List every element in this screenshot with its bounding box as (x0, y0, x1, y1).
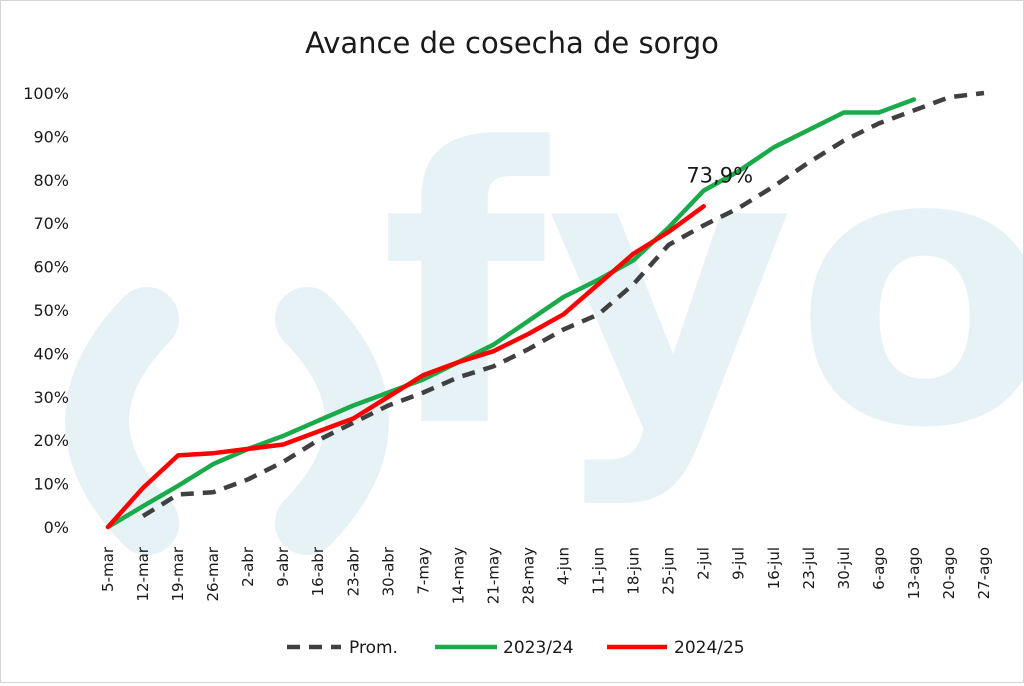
x-tick-label: 13-ago (905, 547, 923, 599)
chart-title: Avance de cosecha de sorgo (305, 26, 719, 60)
watermark-right-paren (275, 287, 389, 555)
x-tick-label: 7-may (414, 547, 432, 595)
y-tick-label: 100% (23, 84, 69, 103)
x-tick-label: 16-jul (765, 547, 783, 589)
x-tick-label: 20-ago (940, 547, 958, 599)
x-tick-label: 19-mar (169, 546, 187, 601)
y-tick-label: 10% (33, 475, 69, 494)
x-tick-label: 6-ago (870, 547, 888, 590)
x-tick-label: 2-jul (695, 547, 713, 580)
watermark-left-paren (65, 287, 179, 555)
y-tick-label: 20% (33, 431, 69, 450)
x-tick-label: 23-abr (344, 546, 362, 596)
y-tick-label: 30% (33, 388, 69, 407)
y-tick-label: 80% (33, 171, 69, 190)
x-tick-label: 18-jun (625, 547, 643, 595)
y-tick-label: 70% (33, 214, 69, 233)
x-tick-label: 25-jun (660, 547, 678, 595)
y-tick-label: 90% (33, 127, 69, 146)
x-tick-label: 30-abr (379, 546, 397, 596)
y-tick-label: 50% (33, 301, 69, 320)
x-tick-label: 27-ago (975, 547, 993, 599)
legend-label: 2023/24 (503, 638, 574, 658)
annotation-label: 73,9% (686, 163, 753, 187)
x-tick-label: 21-may (484, 547, 502, 604)
y-tick-label: 60% (33, 258, 69, 277)
x-tick-label: 9-jul (730, 547, 748, 580)
x-tick-label: 26-mar (204, 546, 222, 601)
x-tick-label: 11-jun (590, 547, 608, 595)
watermark-text: fyo (381, 68, 1023, 511)
x-tick-label: 4-jun (555, 547, 573, 585)
x-tick-label: 28-may (519, 547, 537, 604)
x-tick-label: 14-may (449, 547, 467, 604)
legend-label: 2024/25 (674, 638, 745, 658)
legend-label: Prom. (349, 638, 398, 658)
series-line-0 (141, 90, 985, 519)
y-tick-label: 0% (44, 518, 69, 537)
x-tick-label: 5-mar (99, 546, 117, 592)
x-tick-label: 23-jul (800, 547, 818, 589)
x-tick-label: 16-abr (309, 546, 327, 596)
y-tick-label: 40% (33, 344, 69, 363)
x-tick-label: 12-mar (134, 546, 152, 601)
x-tick-label: 9-abr (274, 546, 292, 587)
x-tick-label: 2-abr (239, 546, 257, 587)
x-tick-label: 30-jul (835, 547, 853, 589)
fyo-watermark: fyo (65, 68, 1024, 555)
series-line-2 (105, 204, 706, 530)
